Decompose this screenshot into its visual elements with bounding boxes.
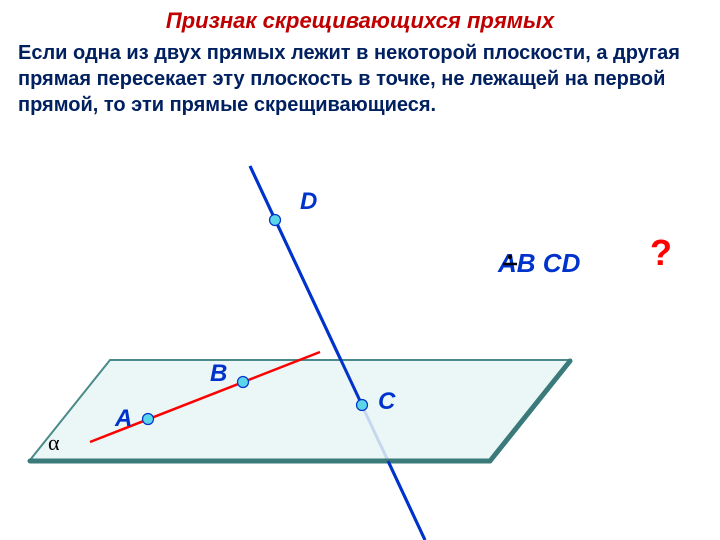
slide-container: α Признак скрещивающихся прямых Если одн… <box>0 0 720 540</box>
point-label-a: А <box>115 405 132 433</box>
point-label-b: В <box>210 360 227 388</box>
slide-title: Признак скрещивающихся прямых <box>0 8 720 34</box>
svg-text:α: α <box>48 430 60 455</box>
theorem-text: Если одна из двух прямых лежит в некотор… <box>18 40 702 118</box>
point-label-c: С <box>378 388 395 416</box>
skew-symbol-icon <box>498 248 522 272</box>
question-mark: ? <box>650 232 672 274</box>
formula-right: CD <box>543 248 581 278</box>
point-label-d: D <box>300 188 317 216</box>
relation-formula: АВ CD <box>498 248 580 279</box>
